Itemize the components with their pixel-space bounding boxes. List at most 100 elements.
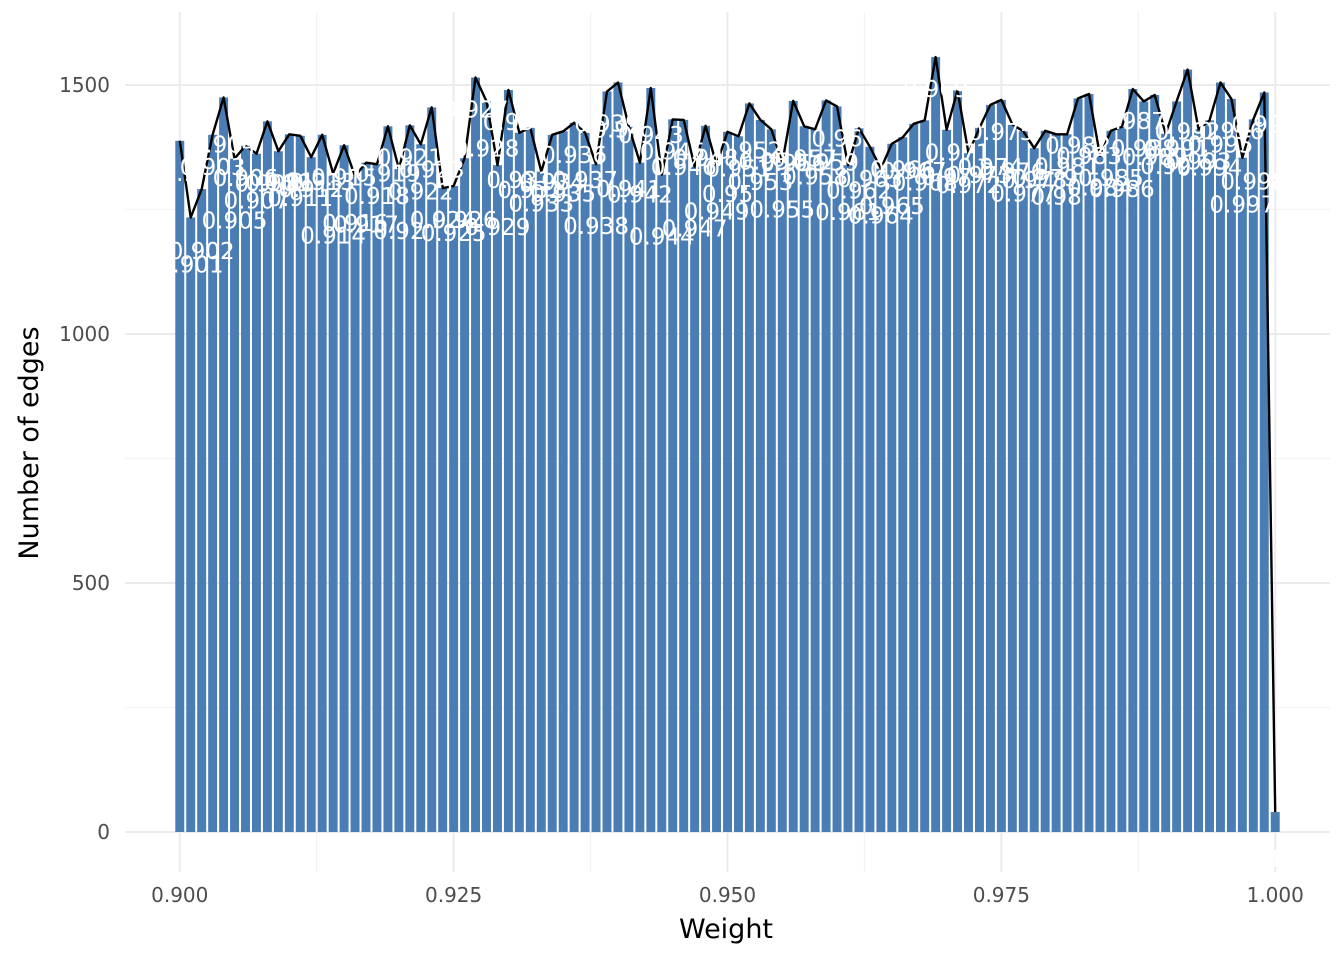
bar-value-label: 0.999 — [1231, 112, 1297, 138]
bar-value-label: 0.996 — [1198, 119, 1264, 145]
bar-value-label: 0.989 — [1122, 145, 1188, 171]
histogram-bar — [723, 131, 732, 832]
bar-value-label: 0.92 — [373, 219, 424, 245]
bar-value-label: 0.934 — [519, 170, 585, 196]
bar-value-label: 0.953 — [727, 170, 793, 196]
bar-value-label: 0.983 — [1056, 144, 1122, 170]
bar-value-label: 0.908 — [234, 171, 300, 197]
bar-labels: 0.90.9010.9020.9030.9040.9050.9060.9070.… — [158, 77, 1297, 873]
histogram-bar — [1029, 148, 1039, 833]
bar-value-label: 0.942 — [607, 183, 673, 209]
histogram-bar — [613, 82, 623, 832]
histogram-bar — [1248, 119, 1258, 832]
x-tick-label: 1.000 — [1247, 883, 1304, 907]
bar-value-label: 0.937 — [552, 168, 618, 194]
bar-value-label: 0.93 — [483, 110, 534, 136]
bar-value-label: 0.994 — [1177, 155, 1243, 181]
histogram-bar — [854, 128, 864, 833]
histogram-bar — [876, 168, 886, 832]
bar-value-label: 0.925 — [421, 221, 487, 247]
histogram-bar — [777, 162, 787, 833]
histogram-bar — [1172, 101, 1182, 832]
bars — [175, 57, 1280, 833]
histogram-bar — [1139, 101, 1149, 832]
bar-value-label: 0.907 — [224, 189, 290, 215]
bar-value-label: 0.939 — [574, 111, 640, 137]
histogram-bar — [394, 169, 404, 833]
bar-value-label: 0.978 — [1001, 168, 1067, 194]
histogram-bar — [241, 145, 250, 833]
histogram-bar — [810, 129, 820, 832]
bar-value-label: 0.968 — [892, 170, 958, 196]
histogram-bar — [657, 174, 667, 832]
histogram-bar — [317, 134, 327, 833]
bar-value-label: 0.927 — [443, 98, 509, 124]
histogram-bar — [898, 137, 908, 833]
histogram-bar — [492, 165, 502, 833]
bar-value-label: 0.96 — [811, 126, 862, 152]
bar-value-label: 0.955 — [749, 198, 815, 224]
bar-value-label: 0.912 — [278, 177, 344, 203]
histogram-bar — [186, 217, 196, 832]
histogram-bar — [438, 188, 448, 832]
x-tick-label: 0.950 — [699, 883, 756, 907]
x-axis-ticks: 0.900 0.925 0.950 0.975 1.000 — [151, 883, 1304, 907]
bar-value-label: 0.971 — [925, 140, 991, 166]
histogram-bar — [624, 126, 634, 832]
histogram-bar — [1062, 134, 1072, 832]
y-tick-label: 1500 — [59, 73, 110, 97]
bar-value-label: 0.997 — [1209, 193, 1275, 219]
histogram-bar — [482, 101, 491, 832]
bar-value-label: 0.97 — [921, 165, 972, 191]
histogram-bar — [416, 144, 426, 833]
histogram-bar — [175, 140, 185, 832]
histogram-bar — [953, 90, 963, 832]
histogram-bar — [350, 176, 360, 832]
histogram-bar — [1106, 130, 1116, 833]
bar-value-label: 0.933 — [508, 192, 574, 218]
histogram-bar — [1194, 129, 1204, 832]
histogram-bar — [525, 127, 535, 832]
y-tick-label: 500 — [72, 571, 110, 595]
histogram-bar — [920, 120, 930, 832]
histogram-bar — [427, 107, 437, 832]
bar-value-label: 0.917 — [333, 213, 399, 239]
bar-value-label: 1 — [1268, 847, 1283, 873]
histogram-bar — [262, 121, 272, 832]
bar-value-label: 0.958 — [782, 164, 848, 190]
bar-value-label: 0.923 — [399, 157, 465, 183]
bar-value-label: 0.91 — [264, 169, 315, 195]
histogram-bar — [558, 131, 568, 833]
histogram-bar — [295, 135, 305, 832]
bar-value-label: 0.995 — [1188, 133, 1254, 159]
y-axis-title: Number of edges — [14, 326, 45, 559]
bar-value-label: 0.973 — [947, 163, 1013, 189]
bar-value-label: 0.904 — [191, 132, 257, 158]
histogram-bar — [197, 189, 207, 832]
histogram-bar — [208, 134, 218, 833]
bar-value-label: 0.991 — [1144, 136, 1210, 162]
histogram-bar — [1259, 92, 1269, 833]
bar-value-label: 0.94 — [592, 118, 643, 144]
histogram-bar — [755, 119, 765, 833]
histogram-bar — [942, 129, 952, 832]
histogram-bar — [668, 119, 678, 832]
histogram-bar — [569, 122, 579, 832]
bar-value-label: 0.921 — [377, 145, 443, 171]
histogram-bar — [887, 143, 897, 832]
histogram-bar — [931, 57, 941, 832]
bar-value-label: 0.945 — [640, 139, 706, 165]
histogram-bar — [547, 134, 557, 833]
histogram-bar — [284, 134, 294, 832]
bar-value-label: 0.936 — [541, 143, 607, 169]
bar-value-label: 0.911 — [267, 186, 333, 212]
histogram-bar — [514, 132, 524, 833]
histogram-bar — [843, 165, 853, 833]
bar-value-label: 0.979 — [1012, 166, 1078, 192]
bar-value-label: 0.951 — [706, 156, 772, 182]
bar-value-label: 0.965 — [859, 194, 925, 220]
histogram-bar — [1117, 126, 1127, 832]
bar-value-label: 0.992 — [1155, 120, 1221, 146]
histogram-bar — [1215, 82, 1225, 832]
bar-value-label: 0.919 — [355, 161, 421, 187]
